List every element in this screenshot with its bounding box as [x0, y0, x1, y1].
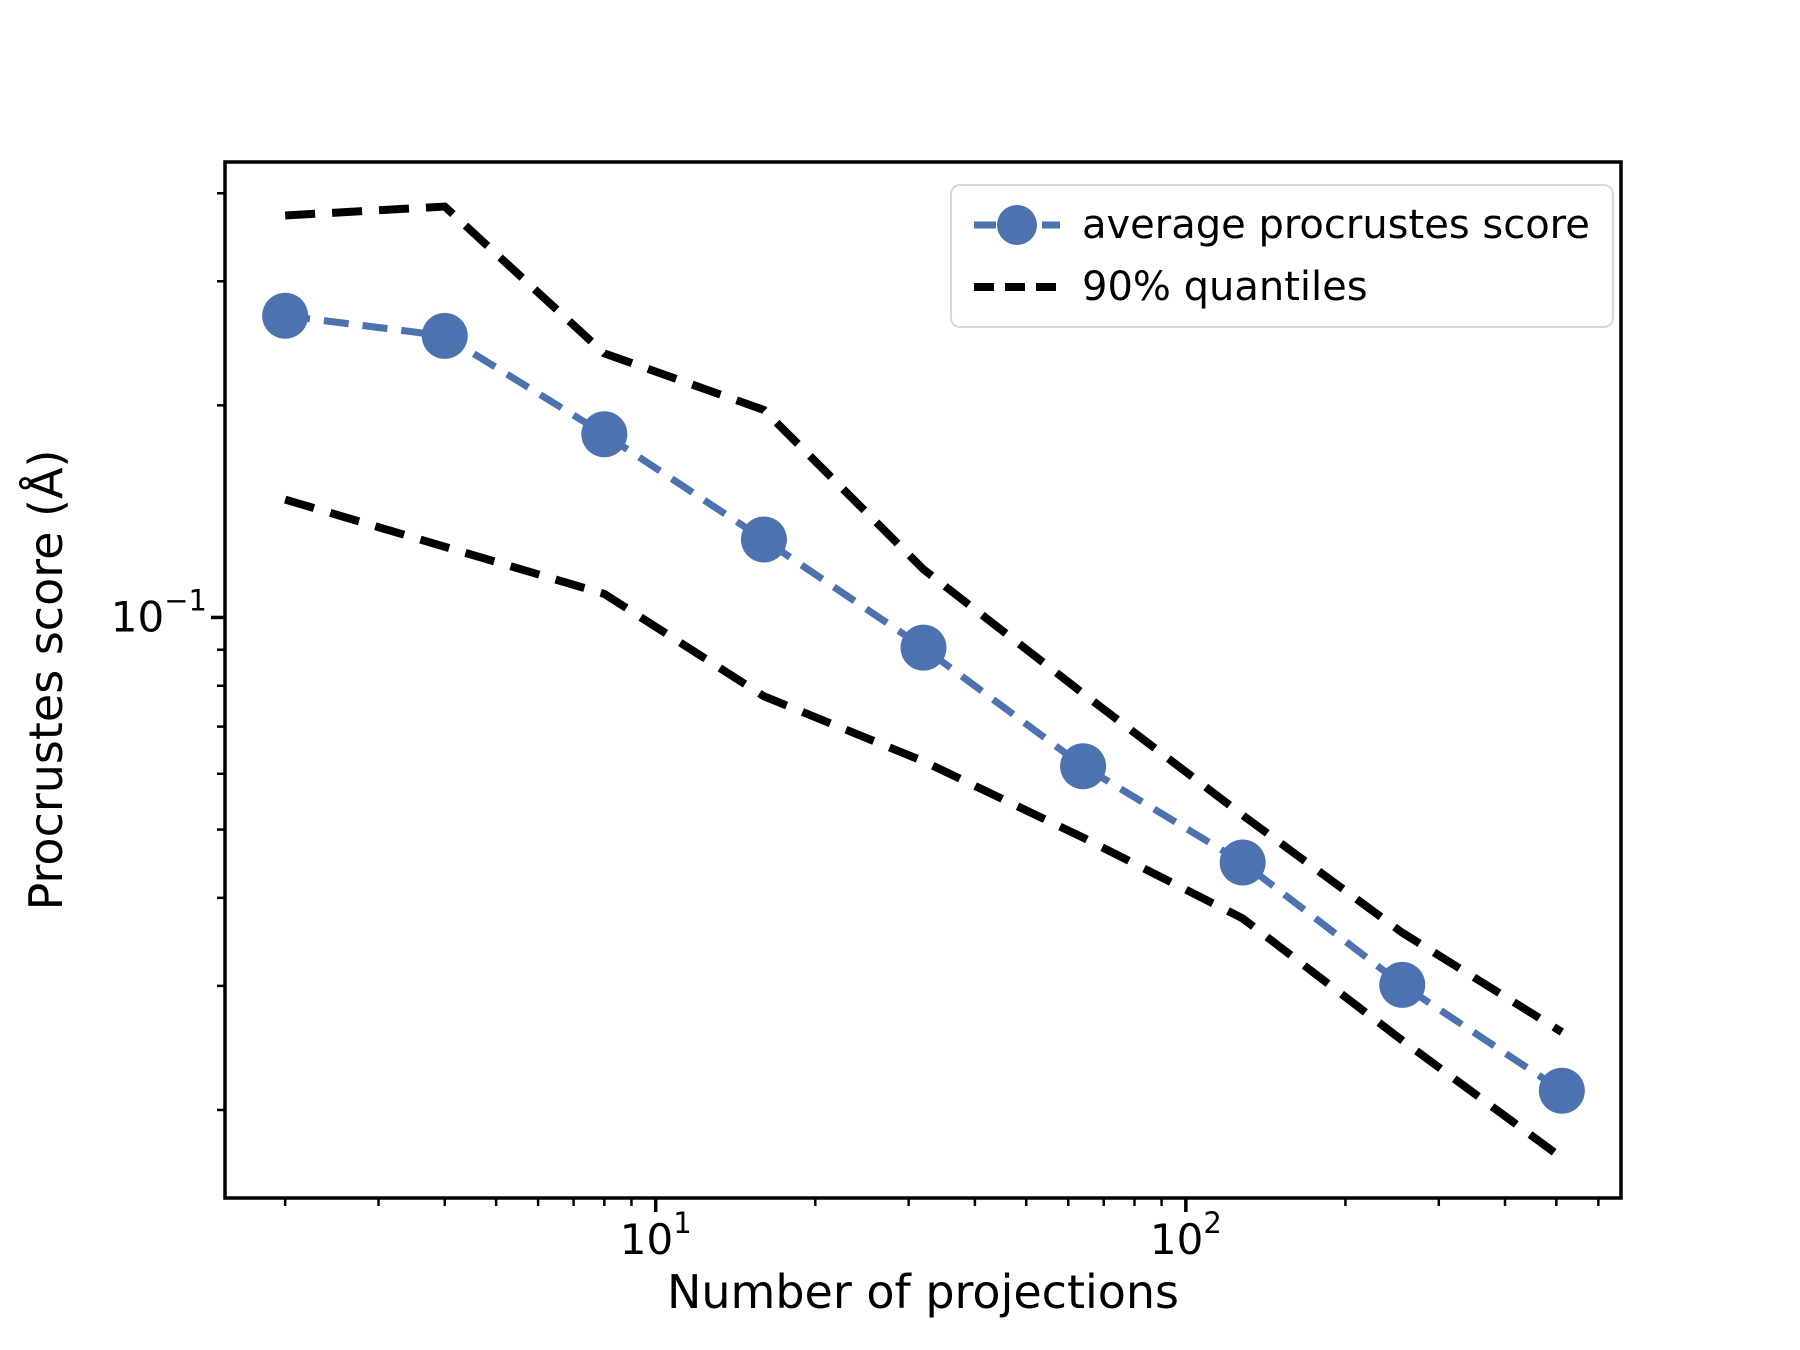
- data-point-marker: [262, 292, 309, 339]
- data-point-marker: [1060, 743, 1107, 790]
- data-point-marker: [421, 312, 468, 359]
- legend-row-quantiles: 90% quantiles: [974, 264, 1590, 310]
- legend-label-average: average procrustes score: [1082, 202, 1590, 248]
- y-axis-label: Procrustes score (Å): [19, 450, 73, 911]
- legend-row-average: average procrustes score: [974, 202, 1590, 248]
- y-tick-labels: 10−1: [111, 583, 207, 641]
- x-tick-labels: 101 102: [620, 1206, 1222, 1264]
- series-average: [284, 312, 1564, 1094]
- y-ticks: [211, 191, 225, 1112]
- legend-line-quantiles-icon: [974, 283, 1060, 291]
- tick-label: 10−1: [111, 583, 207, 641]
- data-point-marker: [581, 411, 628, 458]
- series-upper-quantile: [284, 202, 1564, 1036]
- series-layer: [262, 202, 1585, 1162]
- legend: average procrustes score 90% quantiles: [950, 184, 1614, 328]
- data-point-marker: [1379, 961, 1426, 1008]
- tick-label: 101: [620, 1206, 692, 1264]
- legend-label-quantiles: 90% quantiles: [1082, 264, 1368, 310]
- data-point-marker: [740, 516, 787, 563]
- tick-label: 102: [1150, 1206, 1222, 1264]
- legend-marker-average-icon: [974, 205, 1060, 245]
- data-point-marker: [1219, 839, 1266, 886]
- data-point-marker: [1538, 1067, 1585, 1114]
- x-axis-label: Number of projections: [667, 1265, 1179, 1319]
- plot-border: [223, 160, 1623, 1200]
- x-ticks: [283, 1198, 1600, 1212]
- series-lower-quantile: [284, 495, 1565, 1162]
- data-point-marker: [900, 624, 947, 671]
